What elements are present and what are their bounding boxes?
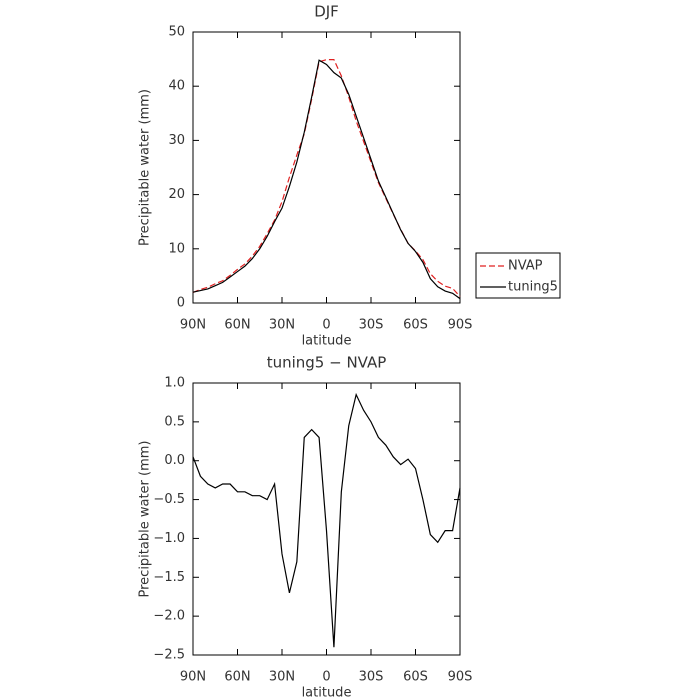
plot-frame (192, 382, 461, 656)
x-tick-label: 30S (359, 670, 384, 685)
y-tick-label: 30 (168, 133, 185, 148)
panel: tuning5 − NVAP latitude Precipitable water… (138, 354, 473, 700)
y-tick-label: −1.0 (153, 531, 185, 546)
y-tick-label: 0 (177, 296, 185, 311)
panel: DJF latitude Precipitable water (mm) 90N 60N… (138, 3, 561, 349)
data-line (192, 59, 461, 300)
x-tick-label: 30S (359, 318, 384, 333)
x-tick-label: 30N (269, 670, 295, 685)
x-tick-label: 60N (224, 318, 250, 333)
chart-title: DJF (314, 3, 339, 21)
y-tick-label: 40 (168, 79, 185, 94)
legend-label: tuning5 (508, 280, 558, 295)
y-tick-label: −2.0 (153, 609, 185, 624)
chart-title: tuning5 − NVAP (267, 354, 387, 372)
plot-frame (192, 31, 461, 304)
y-tick-label: 10 (168, 241, 185, 256)
data-line (192, 59, 461, 297)
x-axis-label: latitude (302, 686, 352, 700)
y-tick-label: −2.5 (153, 648, 185, 663)
y-axis-label: Precipitable water (mm) (138, 89, 153, 246)
y-tick-label: 1.0 (164, 376, 185, 391)
y-tick-label: 0.0 (164, 453, 185, 468)
y-axis-label: Precipitable water (mm) (138, 441, 153, 598)
y-tick-label: 50 (168, 25, 185, 40)
x-tick-label: 90S (448, 318, 473, 333)
x-axis-label: latitude (302, 334, 352, 349)
x-tick-label: 90N (180, 318, 206, 333)
x-tick-label: 90S (448, 670, 473, 685)
y-tick-label: −1.5 (153, 570, 185, 585)
x-tick-label: 60S (403, 670, 428, 685)
x-tick-label: 0 (322, 318, 330, 333)
x-tick-label: 0 (322, 670, 330, 685)
data-line (192, 392, 461, 648)
x-tick-label: 60S (403, 318, 428, 333)
y-tick-label: 20 (168, 187, 185, 202)
y-tick-label: 0.5 (164, 414, 185, 429)
legend-label: NVAP (508, 259, 543, 274)
legend-box (475, 252, 561, 299)
y-tick-label: −0.5 (153, 492, 185, 507)
x-tick-label: 30N (269, 318, 295, 333)
x-tick-label: 90N (180, 670, 206, 685)
x-tick-label: 60N (224, 670, 250, 685)
